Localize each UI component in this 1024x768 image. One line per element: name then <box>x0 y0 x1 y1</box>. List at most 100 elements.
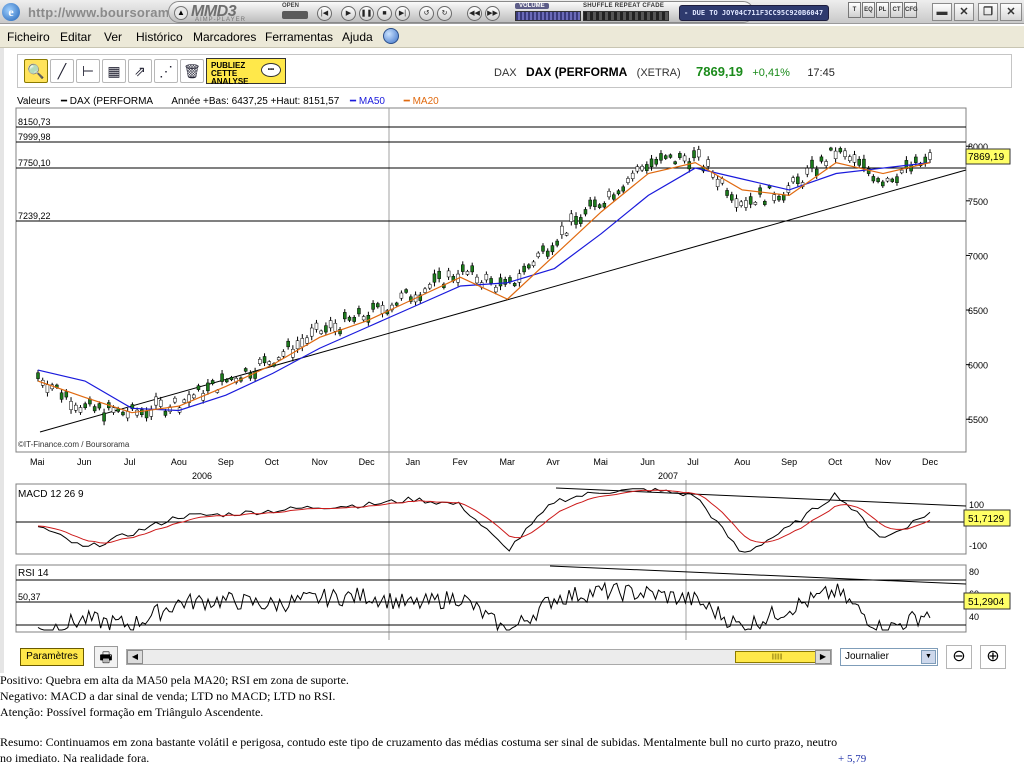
horizontal-line-tool-icon[interactable]: ⊢ <box>76 59 100 83</box>
forward-icon[interactable]: ▶▶ <box>485 6 500 21</box>
chevron-down-icon[interactable]: ▼ <box>921 650 936 664</box>
zoom-out-icon[interactable]: ⊖ <box>946 645 972 669</box>
player-btn-cfg[interactable]: CFG <box>904 2 918 18</box>
price-candle <box>276 357 281 361</box>
price-candle <box>187 394 191 403</box>
year-label: 2007 <box>658 471 678 481</box>
price-candle <box>555 240 559 246</box>
line-tool-icon[interactable]: ╱ <box>50 59 74 83</box>
price-candle <box>852 154 857 163</box>
parameters-button[interactable]: Paramètres <box>20 648 84 666</box>
price-candle <box>659 153 663 161</box>
horizontal-scrollbar[interactable]: ◀ ||||||| ▶ <box>126 649 832 665</box>
close-button[interactable]: ✕ <box>1000 3 1022 21</box>
period-select[interactable]: Journalier ▼ <box>840 648 938 666</box>
rsi-tick-80: 80 <box>969 567 979 577</box>
price-candle <box>753 201 758 205</box>
eject-icon[interactable]: ▲ <box>174 6 188 20</box>
shuffle-icon[interactable]: ↺ <box>419 6 434 21</box>
price-candle <box>343 312 347 320</box>
player-btn-t[interactable]: T <box>848 2 861 18</box>
trash-icon[interactable]: 🗑 <box>180 59 204 83</box>
player-btn-eq[interactable]: EQ <box>862 2 875 18</box>
legend-ma20: ━ MA20 <box>403 96 439 107</box>
price-candle <box>121 411 125 416</box>
zoom-in-icon[interactable]: ⊕ <box>980 645 1006 669</box>
price-candle <box>140 409 144 416</box>
menu-editar[interactable]: Editar <box>60 30 92 44</box>
rsi-frame <box>15 564 967 633</box>
price-candle <box>541 245 545 252</box>
mode-toggles[interactable] <box>583 11 669 21</box>
period-value: Journalier <box>845 651 889 662</box>
price-candle <box>527 264 531 269</box>
price-candle <box>111 407 116 413</box>
x-tick-label: Sep <box>781 457 797 467</box>
price-candle <box>427 284 432 289</box>
open-button[interactable] <box>282 11 308 19</box>
price-candle <box>673 161 677 165</box>
publish-analysis-button[interactable]: PUBLIEZ CETTE ANALYSE ••• <box>206 58 286 86</box>
print-icon[interactable]: 🖶 <box>94 646 118 668</box>
quote-price: 7869,19 <box>696 64 743 79</box>
menu-marcadores[interactable]: Marcadores <box>193 30 257 44</box>
price-candle <box>64 391 69 398</box>
play-icon[interactable]: ▶ <box>341 6 356 21</box>
price-candle <box>706 159 710 167</box>
volume-slider[interactable] <box>515 11 581 21</box>
repeat-icon[interactable]: ↻ <box>437 6 452 21</box>
scroll-thumb[interactable]: ||||||| <box>735 651 819 663</box>
price-candle <box>928 152 932 160</box>
y-tick-label: 7000 <box>968 251 988 261</box>
menu-ver[interactable]: Ver <box>104 30 123 44</box>
menu-historico[interactable]: Histórico <box>136 30 183 44</box>
legend-ma50: ━ MA50 <box>350 96 385 107</box>
price-candle <box>78 407 83 413</box>
price-candle <box>550 245 555 253</box>
restore-button[interactable]: ❐ <box>978 3 998 21</box>
price-candle <box>281 351 286 357</box>
x-tick-label: Oct <box>265 457 280 467</box>
chart-area[interactable]: 5500 6000 6500 7000 7500 8000 8150,73 7999,98 77… <box>0 0 1024 672</box>
menu-ferramentas[interactable]: Ferramentas <box>265 30 334 44</box>
minimize-button[interactable]: ▬ <box>932 3 952 21</box>
price-candle <box>366 315 371 323</box>
price-candle <box>885 177 890 182</box>
price-candle <box>857 158 861 166</box>
price-candle <box>494 287 498 293</box>
price-candle <box>470 265 474 273</box>
price-candle <box>243 368 248 372</box>
scroll-right-icon[interactable]: ▶ <box>815 650 831 664</box>
price-candle <box>253 371 257 379</box>
y-tick-label: 6000 <box>968 361 988 371</box>
parallel-tool-icon[interactable]: ⇗ <box>128 59 152 83</box>
macd-trend-line <box>555 487 967 507</box>
menu-ficheiro[interactable]: Ficheiro <box>7 30 50 44</box>
previous-icon[interactable]: |◀ <box>317 6 332 21</box>
price-candle <box>352 317 356 322</box>
pause-icon[interactable]: ❚❚ <box>359 6 374 21</box>
close-player-button[interactable]: ✕ <box>954 3 974 21</box>
main-labels: 5500 6000 6500 7000 7500 8000 8150,73 7999,98 77… <box>18 117 988 481</box>
stop-icon[interactable]: ■ <box>377 6 392 21</box>
y-tick-label: 8000 <box>968 142 988 152</box>
price-candle <box>220 373 224 382</box>
legend-series: ━ DAX (PERFORMA <box>60 96 154 107</box>
x-tick-label: Fev <box>453 457 469 467</box>
fan-tool-icon[interactable]: ⋰ <box>154 59 178 83</box>
rewind-icon[interactable]: ◀◀ <box>467 6 482 21</box>
price-candle <box>394 302 399 306</box>
browser-icon: e <box>2 3 20 21</box>
next-icon[interactable]: ▶| <box>395 6 410 21</box>
player-btn-ct[interactable]: CT <box>890 2 903 18</box>
scroll-left-icon[interactable]: ◀ <box>127 650 143 664</box>
price-candle <box>881 181 885 187</box>
trend-line <box>39 169 967 433</box>
price-candle <box>225 379 229 383</box>
channel-tool-icon[interactable]: ▦ <box>102 59 126 83</box>
url-text[interactable]: http://www.boursorama <box>28 5 168 20</box>
menu-ajuda[interactable]: Ajuda <box>342 30 373 44</box>
player-btn-pl[interactable]: PL <box>876 2 889 18</box>
zoom-tool-icon[interactable]: 🔍 <box>24 59 48 83</box>
price-candle <box>267 361 272 365</box>
